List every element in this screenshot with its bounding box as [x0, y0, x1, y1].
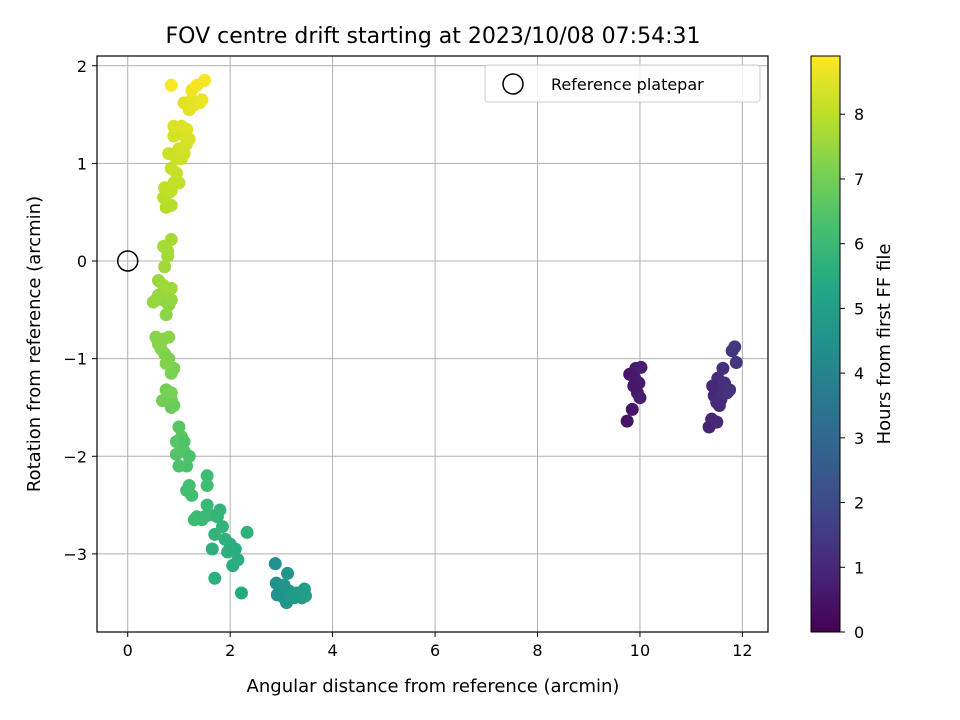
- data-point: [195, 93, 209, 107]
- chart-title: FOV centre drift starting at 2023/10/08 …: [166, 24, 701, 49]
- data-point: [164, 281, 178, 295]
- legend-reference-marker-icon: [502, 73, 524, 95]
- data-point: [172, 176, 186, 190]
- colorbar: 0 1 2 3 4 5 6 7 8 Hours from first FF file: [810, 55, 895, 642]
- data-point: [182, 479, 196, 493]
- data-point: [231, 553, 245, 567]
- x-axis-label: Angular distance from reference (arcmin): [247, 676, 620, 697]
- data-point: [164, 386, 178, 400]
- x-tick-label: 12: [732, 641, 752, 660]
- data-point: [281, 566, 295, 580]
- data-point: [208, 571, 222, 585]
- data-point: [633, 391, 647, 405]
- data-point: [164, 78, 178, 92]
- colorbar-tick-label: 0: [854, 623, 864, 642]
- colorbar-tick-label: 7: [854, 170, 864, 189]
- legend-box: [484, 64, 761, 103]
- data-point: [164, 161, 178, 175]
- colorbar-tick-label: 8: [854, 105, 864, 124]
- data-point: [728, 340, 742, 354]
- data-point: [169, 447, 183, 461]
- data-point: [180, 122, 194, 136]
- x-tick-label: 6: [430, 641, 440, 660]
- data-point: [634, 360, 648, 374]
- colorbar-ticks: 0 1 2 3 4 5 6 7 8: [840, 105, 864, 642]
- y-tick-label: −2: [63, 447, 87, 466]
- data-point: [164, 233, 178, 247]
- data-point: [208, 527, 222, 541]
- data-point: [213, 503, 227, 517]
- legend-entry-reference-platepar: Reference platepar: [551, 75, 704, 94]
- data-point: [710, 415, 724, 429]
- x-axis: 0 2 4 6 8 10 12: [123, 632, 753, 660]
- y-axis: −3 −2 −1 0 1 2: [63, 57, 97, 564]
- data-point: [234, 586, 248, 600]
- data-point: [277, 578, 291, 592]
- data-point: [712, 399, 726, 413]
- x-tick-label: 0: [123, 641, 133, 660]
- colorbar-tick-label: 6: [854, 235, 864, 254]
- data-point: [218, 532, 232, 546]
- data-point: [198, 73, 212, 87]
- y-tick-label: −3: [63, 545, 87, 564]
- y-tick-label: 0: [77, 252, 87, 271]
- data-point: [158, 260, 172, 274]
- data-point: [298, 589, 312, 603]
- data-point: [716, 361, 730, 375]
- colorbar-label: Hours from first FF file: [874, 244, 895, 445]
- data-point: [620, 414, 634, 428]
- data-point: [729, 356, 743, 370]
- data-point: [625, 402, 639, 416]
- data-point: [627, 379, 641, 393]
- data-point: [177, 435, 191, 449]
- data-point: [149, 330, 163, 344]
- x-tick-label: 2: [225, 641, 235, 660]
- colorbar-gradient: [810, 55, 841, 633]
- x-tick-label: 8: [532, 641, 542, 660]
- data-point: [268, 557, 282, 571]
- data-point: [205, 542, 219, 556]
- data-point: [198, 510, 212, 524]
- data-point: [200, 469, 214, 483]
- data-point: [228, 542, 242, 556]
- data-point: [240, 525, 254, 539]
- data-point: [270, 588, 284, 602]
- data-point: [172, 459, 186, 473]
- data-point: [723, 383, 737, 397]
- data-point: [706, 379, 720, 393]
- data-point: [200, 498, 214, 512]
- y-tick-label: 1: [77, 154, 87, 173]
- y-axis-label: Rotation from reference (arcmin): [24, 196, 45, 492]
- data-point: [200, 479, 214, 493]
- reference-platepar-marker: [116, 250, 139, 272]
- data-point: [162, 330, 176, 344]
- colorbar-tick-label: 4: [854, 364, 864, 383]
- data-point: [159, 357, 173, 371]
- x-tick-label: 4: [328, 641, 338, 660]
- colorbar-tick-label: 3: [854, 429, 864, 448]
- legend: Reference platepar: [484, 64, 761, 103]
- reference-marker: [116, 250, 139, 272]
- y-tick-label: −1: [63, 350, 87, 369]
- plot-frame: [96, 55, 769, 633]
- colorbar-tick-label: 1: [854, 558, 864, 577]
- x-tick-label: 10: [630, 641, 650, 660]
- data-point: [159, 308, 173, 322]
- data-point: [182, 132, 196, 146]
- colorbar-tick-label: 2: [854, 494, 864, 513]
- data-point: [164, 366, 178, 380]
- y-tick-label: 2: [77, 57, 87, 76]
- grid: [97, 56, 768, 632]
- colorbar-tick-label: 5: [854, 299, 864, 318]
- data-points: [146, 73, 743, 610]
- data-point: [172, 420, 186, 434]
- data-point: [187, 513, 201, 527]
- data-point: [146, 295, 160, 309]
- data-point: [164, 293, 178, 307]
